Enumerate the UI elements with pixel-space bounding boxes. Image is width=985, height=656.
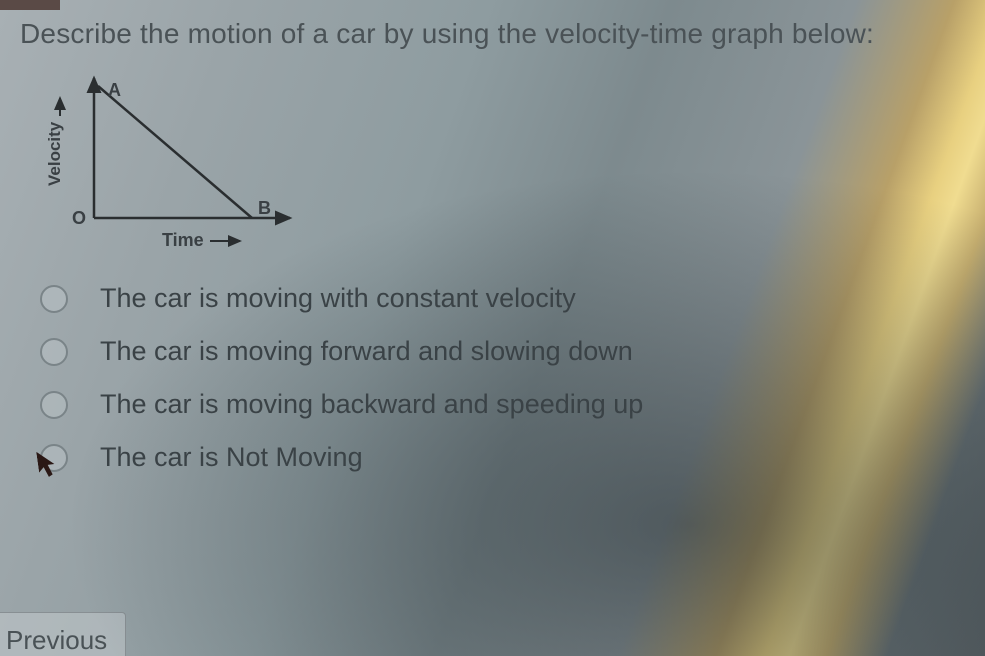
option-label: The car is Not Moving [100, 442, 363, 473]
cropped-header-fragment [0, 0, 60, 10]
option-label: The car is moving forward and slowing do… [100, 336, 633, 367]
velocity-time-graph: A B O Time Velocity [40, 68, 985, 263]
svg-text:B: B [258, 198, 271, 218]
answer-options: The car is moving with constant velocity… [40, 283, 985, 473]
option-label: The car is moving backward and speeding … [100, 389, 643, 420]
svg-text:Velocity: Velocity [45, 121, 64, 186]
radio-button[interactable] [40, 391, 68, 419]
option-row[interactable]: The car is moving backward and speeding … [40, 389, 985, 420]
previous-button[interactable]: Previous [0, 612, 126, 656]
question-prompt: Describe the motion of a car by using th… [20, 18, 985, 50]
previous-button-label: Previous [6, 625, 107, 655]
option-row[interactable]: The car is Not Moving [40, 442, 985, 473]
radio-button[interactable] [40, 444, 68, 472]
question-block: Describe the motion of a car by using th… [12, 18, 985, 473]
radio-button[interactable] [40, 338, 68, 366]
graph-svg: A B O Time Velocity [40, 68, 300, 258]
option-label: The car is moving with constant velocity [100, 283, 576, 314]
svg-text:A: A [108, 80, 121, 100]
svg-text:O: O [72, 208, 86, 228]
option-row[interactable]: The car is moving with constant velocity [40, 283, 985, 314]
option-row[interactable]: The car is moving forward and slowing do… [40, 336, 985, 367]
radio-button[interactable] [40, 285, 68, 313]
svg-text:Time: Time [162, 230, 204, 250]
